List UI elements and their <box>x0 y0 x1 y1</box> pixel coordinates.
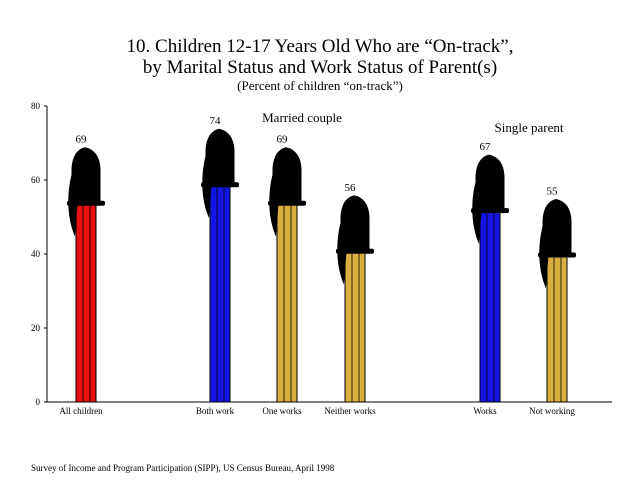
pen-cap-rim <box>268 200 306 206</box>
data-label-both-work: 74 <box>210 115 222 127</box>
data-label-neither-works: 56 <box>345 182 357 194</box>
chart-title-line-2: by Marital Status and Work Status of Par… <box>142 57 498 78</box>
data-label-works: 67 <box>480 141 492 153</box>
bar-works <box>479 209 501 403</box>
y-tick-label: 0 <box>36 397 41 407</box>
pen-cap-rim <box>201 182 239 188</box>
data-label-all-children: 69 <box>76 134 88 146</box>
x-tick-label-not-working: Not working <box>529 406 575 416</box>
pen-cap <box>71 147 101 206</box>
x-tick-label-works: Works <box>473 406 497 416</box>
bar-one-works <box>276 202 298 403</box>
x-tick-label-all-children: All children <box>59 406 103 416</box>
x-tick-label-both-work: Both work <box>196 406 235 416</box>
y-tick-label: 20 <box>31 323 41 333</box>
pen-cap <box>475 154 505 213</box>
group-label-single-parent: Single parent <box>495 120 564 135</box>
chart-title-line-1: 10. Children 12-17 Years Old Who are “On… <box>126 36 514 57</box>
data-label-one-works: 69 <box>277 134 289 146</box>
pen-cap <box>205 128 235 187</box>
chart-subtitle: (Percent of children “on-track”) <box>237 78 403 93</box>
pen-cap-rim <box>538 252 576 258</box>
data-label-not-working: 55 <box>547 186 559 198</box>
pen-cap-rim <box>336 248 374 254</box>
bar-neither-works <box>344 250 366 403</box>
bar-all-children <box>75 202 97 403</box>
bar-not-working <box>546 254 568 403</box>
pen-cap-rim <box>67 200 105 206</box>
pen-cap <box>542 198 572 257</box>
pen-cap <box>272 147 302 206</box>
source-note: Survey of Income and Program Participati… <box>31 463 335 473</box>
bar-both-work <box>209 183 231 403</box>
y-tick-label: 60 <box>31 175 41 185</box>
y-tick-label: 80 <box>31 101 41 111</box>
group-label-married-couple: Married couple <box>262 110 342 125</box>
pen-cap-rim <box>471 208 509 214</box>
pen-cap <box>340 195 370 254</box>
x-tick-label-one-works: One works <box>262 406 302 416</box>
x-tick-label-neither-works: Neither works <box>324 406 376 416</box>
y-tick-label: 40 <box>31 249 41 259</box>
